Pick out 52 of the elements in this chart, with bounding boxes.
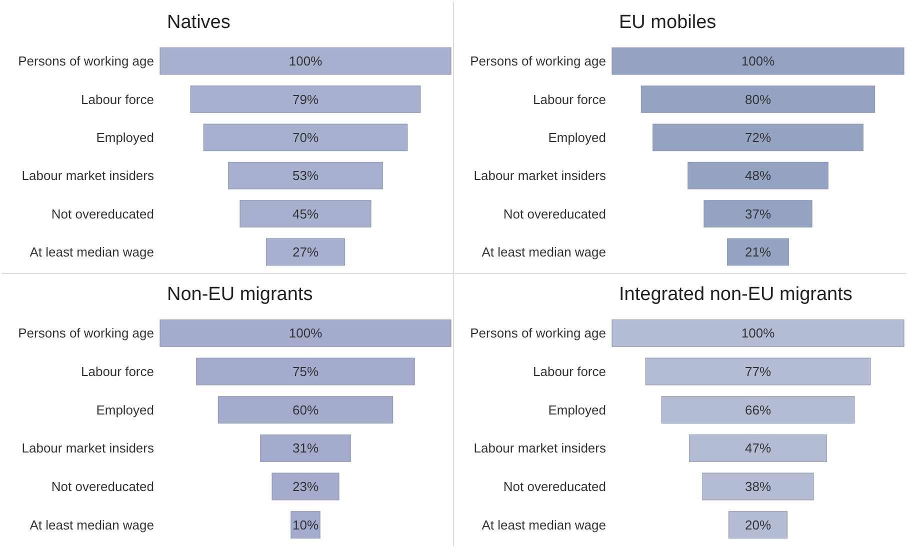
- category-label: Labour market insiders: [474, 440, 606, 456]
- data-label: 20%: [744, 517, 772, 532]
- category-label: Employed: [548, 130, 606, 145]
- data-label: 23%: [292, 479, 319, 494]
- category-label: Persons of working age: [18, 54, 154, 69]
- category-label: Employed: [96, 130, 154, 145]
- data-label: 77%: [744, 364, 772, 379]
- category-label: At least median wage: [30, 244, 154, 260]
- data-label: 53%: [292, 168, 319, 184]
- data-label: 75%: [292, 364, 319, 379]
- data-label: 66%: [744, 402, 772, 418]
- category-label: Employed: [548, 402, 606, 418]
- category-label: Not overeducated: [51, 206, 154, 222]
- data-label: 47%: [744, 440, 772, 456]
- data-label: 31%: [292, 440, 319, 456]
- data-label: 48%: [744, 168, 772, 184]
- data-label: 60%: [292, 402, 319, 418]
- category-label: At least median wage: [30, 517, 154, 532]
- data-label: 37%: [744, 206, 772, 222]
- data-label: 72%: [744, 130, 772, 145]
- data-label: 10%: [292, 517, 319, 532]
- category-label: Labour force: [533, 92, 606, 107]
- category-label: Labour force: [81, 364, 154, 379]
- category-label: At least median wage: [482, 244, 606, 260]
- category-label: Not overeducated: [503, 479, 606, 494]
- text: Non-EU migrants: [167, 284, 313, 305]
- data-label: 80%: [744, 92, 772, 107]
- category-label: Not overeducated: [503, 206, 606, 222]
- data-label: 70%: [292, 130, 319, 145]
- data-label: 100%: [288, 54, 323, 69]
- category-label: Persons of working age: [470, 54, 606, 69]
- category-label: Labour market insiders: [22, 168, 154, 184]
- data-label: 27%: [292, 244, 319, 260]
- text: Natives: [167, 12, 230, 33]
- category-label: Not overeducated: [51, 479, 154, 494]
- category-label: Labour force: [81, 92, 154, 107]
- data-label: 100%: [741, 326, 776, 341]
- data-label: 79%: [292, 92, 319, 107]
- category-label: Persons of working age: [470, 326, 606, 341]
- data-label: 100%: [288, 326, 323, 341]
- category-label: Persons of working age: [18, 326, 154, 341]
- category-label: Employed: [96, 402, 154, 418]
- data-label: 45%: [292, 206, 319, 222]
- data-label: 38%: [744, 479, 772, 494]
- data-label: 21%: [744, 244, 772, 260]
- category-label: Labour force: [533, 364, 606, 379]
- text: EU mobiles: [619, 12, 716, 33]
- category-label: Labour market insiders: [22, 440, 154, 456]
- category-label: At least median wage: [482, 517, 606, 532]
- text: Integrated non-EU migrants: [619, 284, 852, 305]
- category-label: Labour market insiders: [474, 168, 606, 184]
- data-label: 100%: [741, 54, 776, 69]
